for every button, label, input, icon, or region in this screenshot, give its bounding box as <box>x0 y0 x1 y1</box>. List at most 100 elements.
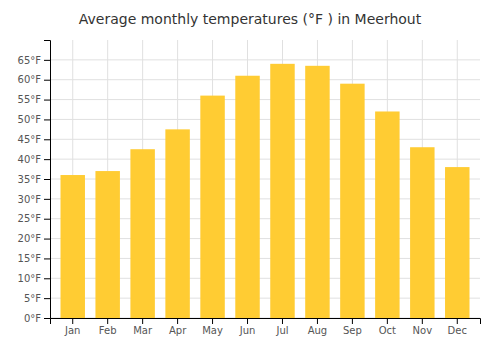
tick: Jan <box>64 318 80 336</box>
tick-mark <box>44 258 50 259</box>
tick-label: Jul <box>275 325 288 336</box>
grid-line <box>50 139 480 140</box>
tick-mark <box>282 318 283 324</box>
y-axis: 0°F 5°F 10°F 15°F 20°F 25°F 30°F 35°F 40°F 45°F 50… <box>18 41 51 324</box>
grid-line <box>50 99 480 100</box>
tick-label: 45°F <box>18 134 42 145</box>
tick-mark <box>44 278 50 279</box>
tick: 10°F <box>18 273 50 284</box>
tick-mark <box>387 318 388 324</box>
tick-label: Nov <box>413 325 433 336</box>
title: Average monthly temperatures (°F ) in Me… <box>79 11 422 27</box>
bar <box>95 171 119 318</box>
tick-label: 15°F <box>18 253 42 264</box>
tick: Mar <box>133 318 153 336</box>
tick-mark <box>44 239 50 240</box>
tick-label: Oct <box>379 325 396 336</box>
tick-mark <box>44 80 50 81</box>
tick-label: 5°F <box>24 293 41 304</box>
chart: Jan Feb Mar Apr May Jun Jul Aug Sep Oct Nov Dec 0°F 5… <box>0 0 500 350</box>
tick: Aug <box>308 318 328 336</box>
tick-mark <box>44 159 50 160</box>
tick-label: 25°F <box>18 213 42 224</box>
tick: 35°F <box>18 174 50 185</box>
tick: Jul <box>275 318 288 336</box>
tick: Dec <box>448 318 467 336</box>
tick-mark <box>107 318 108 324</box>
tick-mark <box>177 318 178 324</box>
tick-label: 35°F <box>18 174 42 185</box>
tick: Jun <box>239 318 256 336</box>
tick-mark <box>352 318 353 324</box>
tick: May <box>202 318 223 336</box>
tick-mark <box>142 318 143 324</box>
bar <box>305 66 329 318</box>
tick-mark <box>44 100 50 101</box>
tick-label: Mar <box>133 325 153 336</box>
tick: Sep <box>343 318 362 336</box>
grid-line <box>50 59 480 60</box>
tick-mark <box>422 318 423 324</box>
tick-mark <box>44 119 50 120</box>
plot: Jan Feb Mar Apr May Jun Jul Aug Sep Oct Nov Dec 0°F 5… <box>18 40 481 336</box>
tick-mark <box>44 298 50 299</box>
tick-label: Feb <box>99 325 117 336</box>
axis-line <box>51 319 481 325</box>
tick: Apr <box>169 318 187 336</box>
grid <box>50 40 480 318</box>
tick: 40°F <box>18 154 50 165</box>
bar <box>445 167 469 318</box>
bar <box>235 76 259 318</box>
tick-mark <box>44 219 50 220</box>
bar <box>340 84 364 318</box>
bar <box>165 129 189 318</box>
tick-mark <box>212 318 213 324</box>
tick: 25°F <box>18 213 50 224</box>
tick: 30°F <box>18 194 50 205</box>
tick-mark <box>72 318 73 324</box>
tick: 50°F <box>18 114 50 125</box>
tick-label: Dec <box>448 325 467 336</box>
tick: 0°F <box>24 313 50 324</box>
bar <box>130 149 154 318</box>
tick: 65°F <box>18 55 50 66</box>
bar <box>200 96 224 318</box>
tick-mark <box>44 139 50 140</box>
tick-mark <box>457 318 458 324</box>
tick-label: 30°F <box>18 194 42 205</box>
tick-label: Apr <box>169 325 187 336</box>
tick: 45°F <box>18 134 50 145</box>
tick-label: Sep <box>343 325 362 336</box>
tick: 60°F <box>18 74 50 85</box>
tick-mark <box>317 318 318 324</box>
tick: 5°F <box>24 293 50 304</box>
tick-label: 40°F <box>18 154 42 165</box>
bar <box>270 64 294 318</box>
axis-line <box>44 41 51 319</box>
tick-label: 20°F <box>18 233 42 244</box>
tick-label: 65°F <box>18 55 42 66</box>
tick-label: 0°F <box>24 313 41 324</box>
tick: Nov <box>413 318 433 336</box>
tick: 55°F <box>18 94 50 105</box>
tick-label: Jan <box>64 325 80 336</box>
tick: 15°F <box>18 253 50 264</box>
grid-line <box>50 119 480 120</box>
tick-label: 60°F <box>18 74 42 85</box>
tick-label: 10°F <box>18 273 42 284</box>
tick: 20°F <box>18 233 50 244</box>
tick-label: 50°F <box>18 114 42 125</box>
tick-mark <box>44 179 50 180</box>
bar <box>375 111 399 318</box>
bars <box>60 64 469 318</box>
tick-label: Jun <box>239 325 256 336</box>
tick-mark <box>44 199 50 200</box>
tick-mark <box>247 318 248 324</box>
bar <box>410 147 434 318</box>
tick-label: 55°F <box>18 94 42 105</box>
tick: Oct <box>379 318 396 336</box>
tick-label: May <box>202 325 223 336</box>
x-axis: Jan Feb Mar Apr May Jun Jul Aug Sep Oct Nov Dec <box>51 318 481 336</box>
tick-mark <box>44 318 50 319</box>
grid-line <box>50 79 480 80</box>
